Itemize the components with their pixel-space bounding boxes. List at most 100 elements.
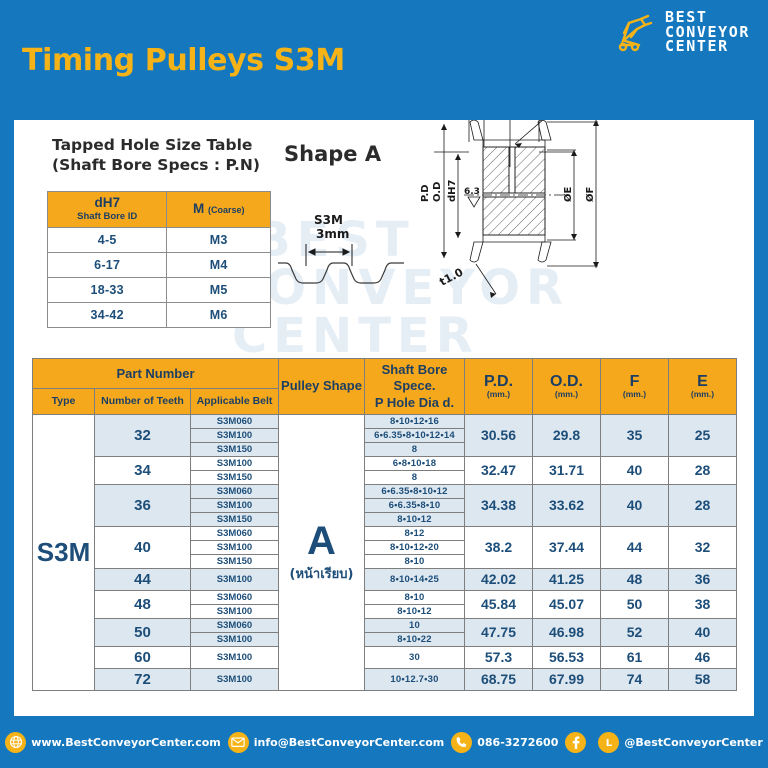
cell-shaft-bore: 6•8•10•18 (364, 455, 465, 471)
cell-e: 28 (668, 483, 737, 527)
cell-e: 28 (668, 455, 737, 485)
header-part-number: Part Number (32, 358, 279, 389)
footer-item-website[interactable]: www.BestConveyorCenter.com (5, 731, 221, 753)
table-row: 50 S3M060 10 47.75 46.98 52 40 (33, 617, 737, 647)
header-od-unit: (mm.) (554, 389, 579, 400)
cell-shaft-bore: 8•10•14•25 (364, 567, 465, 591)
cell-e: 40 (668, 617, 737, 647)
footer-website-text: www.BestConveyorCenter.com (31, 735, 221, 749)
cell-number-of-teeth: 48 (94, 589, 191, 619)
tapped-hole-m-value: M4 (166, 252, 271, 279)
cell-shaft-bore: 6•6.35•8•10 (364, 497, 465, 513)
cell-applicable-belt: S3M060 (190, 617, 279, 633)
table-row: S3M 32 S3M060 A (หน้าเรียบ) 8•10•12•16 30.56 29… (32, 413, 737, 691)
cell-f: 48 (600, 567, 669, 591)
spec-header-row-1: Part Number Pulley Shape Shaft Bore Spec… (32, 358, 737, 415)
tapped-hole-m-value: M5 (166, 277, 271, 304)
cell-shaft-bore: 8•10•12•16 (364, 413, 465, 429)
tapped-hole-bore-value: 4-5 (46, 227, 168, 254)
cell-shaft-bore: 8 (364, 441, 465, 457)
cell-number-of-teeth: 72 (94, 667, 191, 691)
top-section: Tapped Hole Size Table (Shaft Bore Specs… (14, 120, 754, 358)
cross-section-drawing: *W *A 2.0 2.0 W/2 (414, 120, 754, 367)
title-plate: Timing Pulleys S3M (0, 8, 345, 112)
table-row: S3M100 8•10•12 (33, 603, 737, 619)
cell-e: 46 (668, 645, 737, 669)
cell-applicable-belt: S3M150 (190, 553, 279, 569)
header-e-unit: (mm.) (690, 389, 715, 400)
table-row: 60 S3M100 30 57.3 56.53 61 46 (33, 645, 737, 669)
cell-applicable-belt: S3M100 (190, 427, 279, 443)
cell-number-of-teeth: 40 (94, 525, 191, 569)
tapped-hole-m-value: M3 (166, 227, 271, 254)
table-row: S3M150 8 (33, 441, 737, 457)
cell-pd: 30.56 (464, 413, 533, 457)
cell-f: 35 (600, 413, 669, 457)
brand-logo: BEST CONVEYOR CENTER (615, 10, 750, 54)
cell-applicable-belt: S3M100 (190, 539, 279, 555)
footer-item-email[interactable]: info@BestConveyorCenter.com (227, 731, 444, 753)
cell-pd: 45.84 (464, 589, 533, 619)
cell-shaft-bore: 8•10 (364, 589, 465, 605)
header-pulley-shape: Pulley Shape (278, 358, 365, 415)
tapped-hole-col-bore: dH7 Shaft Bore ID (46, 190, 168, 229)
tooth-pitch-label-1: S3M (314, 213, 343, 227)
cell-od: 45.07 (532, 589, 601, 619)
cell-applicable-belt: S3M060 (190, 483, 279, 499)
cell-applicable-belt: S3M100 (190, 667, 279, 691)
cell-applicable-belt: S3M100 (190, 645, 279, 669)
table-row: 6-17 M4 (46, 252, 271, 279)
page-footer: www.BestConveyorCenter.com info@BestConv… (0, 716, 768, 768)
table-row: 34-42 M6 (46, 302, 271, 329)
tapped-hole-m-value: M6 (166, 302, 271, 329)
envelope-icon (227, 731, 249, 753)
footer-item-facebook[interactable] (565, 731, 591, 753)
cell-pd: 34.38 (464, 483, 533, 527)
tooth-profile-diagram: S3M 3mm (276, 208, 406, 308)
svg-text:ØF: ØF (584, 187, 596, 202)
tapped-hole-title-line-2: (Shaft Bore Specs : P.N) (52, 155, 260, 174)
cell-applicable-belt: S3M150 (190, 511, 279, 527)
table-row: S3M100 8•10•22 (33, 631, 737, 647)
cell-applicable-belt: S3M060 (190, 589, 279, 605)
header-od: O.D. (mm.) (532, 358, 601, 415)
cell-shaft-bore: 30 (364, 645, 465, 669)
cell-e: 38 (668, 589, 737, 619)
tooth-pitch-label-2: 3mm (316, 227, 349, 241)
tapped-hole-title: Tapped Hole Size Table (Shaft Bore Specs… (52, 136, 260, 176)
cell-od: 37.44 (532, 525, 601, 569)
table-row: 18-33 M5 (46, 277, 271, 304)
tapped-hole-header-row: dH7 Shaft Bore ID M (Coarse) (46, 190, 271, 229)
cell-number-of-teeth: 36 (94, 483, 191, 527)
cell-od: 29.8 (532, 413, 601, 457)
header-f: F (mm.) (600, 358, 669, 415)
cell-applicable-belt: S3M150 (190, 441, 279, 457)
footer-item-phone[interactable]: 086-3272600 (451, 731, 558, 753)
cell-od: 67.99 (532, 667, 601, 691)
page-header: Timing Pulleys S3M BEST CONVEYOR CENTER (0, 0, 768, 120)
line-icon: L (598, 731, 620, 753)
cell-od: 31.71 (532, 455, 601, 485)
cell-e: 25 (668, 413, 737, 457)
cell-number-of-teeth: 50 (94, 617, 191, 647)
shape-a-heading: Shape A (284, 142, 382, 166)
header-f-label: F (629, 372, 640, 390)
header-shaft-bore-line-2: P Hole Dia d. (374, 394, 455, 410)
cell-pd: 68.75 (464, 667, 533, 691)
header-f-unit: (mm.) (622, 389, 647, 400)
logo-line-3: CENTER (664, 37, 729, 56)
shape-letter: A (307, 518, 336, 563)
svg-text:6.3: 6.3 (464, 187, 480, 197)
svg-text:t1.0: t1.0 (437, 265, 465, 288)
cell-shaft-bore: 8•10•12•20 (364, 539, 465, 555)
phone-icon (451, 731, 473, 753)
cell-shaft-bore: 8 (364, 469, 465, 485)
svg-text:L: L (606, 738, 613, 749)
footer-item-line[interactable]: L @BestConveyorCenter (598, 731, 763, 753)
cell-f: 50 (600, 589, 669, 619)
tapped-hole-col-m: M (Coarse) (166, 190, 271, 229)
cell-applicable-belt: S3M060 (190, 525, 279, 541)
cell-pd: 32.47 (464, 455, 533, 485)
table-row: S3M100 6•6.35•8•10 (33, 497, 737, 513)
header-e-label: E (697, 372, 708, 390)
